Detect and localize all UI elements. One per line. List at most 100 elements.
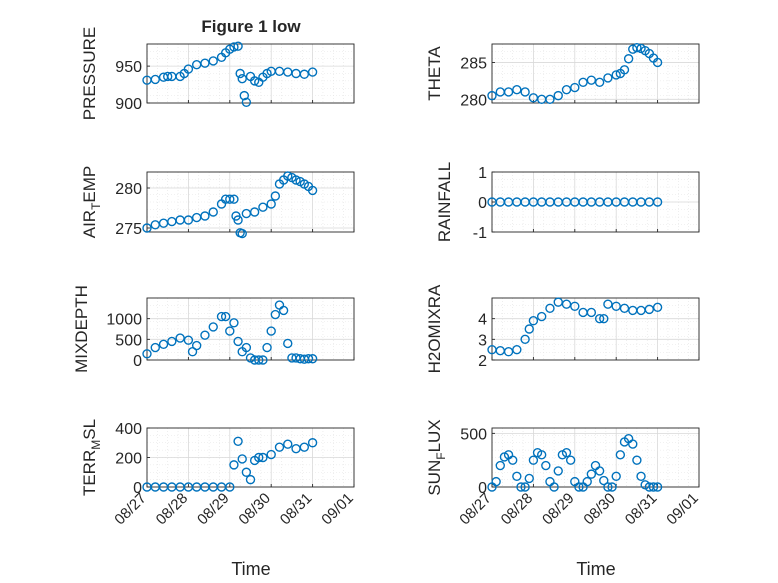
data-point: [254, 452, 264, 463]
data-point: [307, 354, 318, 364]
data-point: [520, 482, 530, 492]
subplot-sun_flux: 0 500 08/27 08/28 08/29 08/30 08/31 09/01 SUNFLU…: [425, 419, 702, 528]
data-point: [582, 476, 592, 487]
y-tick-label: 400: [115, 421, 142, 438]
data-point: [632, 42, 642, 53]
data-point: [512, 344, 522, 355]
data-point: [495, 460, 505, 471]
data-point: [611, 471, 621, 481]
y-axis-label: SUNFLUX: [425, 419, 448, 495]
data-point: [225, 482, 235, 492]
axes-box: [146, 171, 355, 233]
data-point: [283, 338, 293, 349]
data-point: [644, 304, 655, 315]
data-point: [553, 90, 563, 101]
data-point: [611, 70, 621, 80]
y-axis-label: PRESSURE: [80, 27, 99, 121]
data-point: [233, 215, 243, 225]
data-point: [623, 54, 634, 64]
data-point: [503, 347, 514, 357]
data-point: [570, 301, 580, 311]
data-point: [239, 90, 249, 101]
x-tick-label: 09/01: [663, 490, 702, 529]
data-point: [565, 455, 576, 465]
data-point: [162, 71, 173, 82]
data-point: [233, 436, 243, 446]
data-point: [561, 447, 572, 458]
data-point: [233, 41, 243, 51]
data-point: [491, 476, 501, 487]
data-point: [266, 449, 276, 460]
data-point: [183, 215, 194, 225]
data-point: [258, 202, 268, 212]
y-tick-label: 1: [478, 165, 487, 182]
data-point: [299, 69, 310, 79]
data-point: [508, 455, 518, 465]
x-axis-label-left: Time: [231, 559, 270, 579]
data-point: [524, 324, 534, 334]
data-point: [619, 65, 630, 75]
data-point: [619, 303, 630, 314]
data-point: [307, 185, 318, 196]
data-point: [229, 318, 239, 328]
y-tick-label: 200: [115, 451, 142, 468]
y-tick-label: 0: [478, 480, 487, 497]
data-point: [599, 475, 609, 486]
data-point: [536, 450, 547, 460]
data-point: [237, 73, 247, 84]
x-tick-label: 08/27: [111, 490, 150, 529]
data-point: [615, 450, 626, 460]
data-point: [487, 90, 497, 101]
data-point: [599, 313, 609, 324]
data-point: [200, 58, 210, 68]
data-point: [216, 311, 227, 322]
data-point: [270, 309, 281, 320]
y-tick-label: 280: [460, 92, 487, 109]
data-point: [237, 454, 247, 464]
data-point: [283, 171, 293, 181]
y-axis-label: RAINFALL: [435, 162, 454, 242]
data-point: [274, 442, 285, 452]
data-point: [150, 74, 160, 85]
subplot-terr_msl: 0 200 400 08/27 08/28 08/29 08/30 08/31 09/01 TER…: [80, 419, 357, 528]
y-tick-label: 3: [478, 332, 487, 349]
data-point: [158, 339, 169, 349]
data-point: [594, 313, 605, 324]
data-point: [512, 471, 522, 481]
data-point: [258, 355, 268, 365]
data-point: [652, 482, 663, 492]
data-point: [570, 82, 580, 93]
data-point: [536, 311, 547, 322]
subplot-pressure: 900 950 PRESSURE: [80, 27, 355, 121]
data-point: [191, 340, 202, 351]
x-tick-label: 08/28: [153, 490, 192, 529]
data-point: [574, 482, 584, 492]
data-point: [607, 482, 617, 492]
data-point: [586, 75, 597, 85]
subplot-theta: 280 285 THETA: [425, 42, 700, 109]
y-axis-label: TERRMSL: [80, 419, 103, 496]
y-tick-label: 0: [133, 353, 142, 370]
data-point: [229, 460, 239, 470]
data-point: [254, 355, 264, 365]
data-point: [183, 335, 194, 345]
data-point: [594, 77, 605, 88]
data-point: [225, 326, 235, 336]
data-point: [183, 64, 194, 74]
y-tick-label: 900: [115, 96, 142, 113]
data-point: [175, 333, 185, 343]
data-point: [241, 467, 252, 477]
data-point: [258, 452, 268, 463]
data-point: [249, 207, 260, 217]
y-tick-label: 4: [478, 312, 487, 329]
data-point: [636, 471, 646, 481]
plot-area: [492, 44, 699, 103]
y-tick-label: -1: [473, 225, 487, 242]
y-tick-label: 285: [460, 55, 487, 72]
data-point: [603, 73, 613, 83]
data-point: [303, 354, 314, 364]
data-point: [291, 175, 301, 185]
data-point: [266, 199, 276, 209]
x-tick-label: 08/29: [194, 490, 233, 529]
